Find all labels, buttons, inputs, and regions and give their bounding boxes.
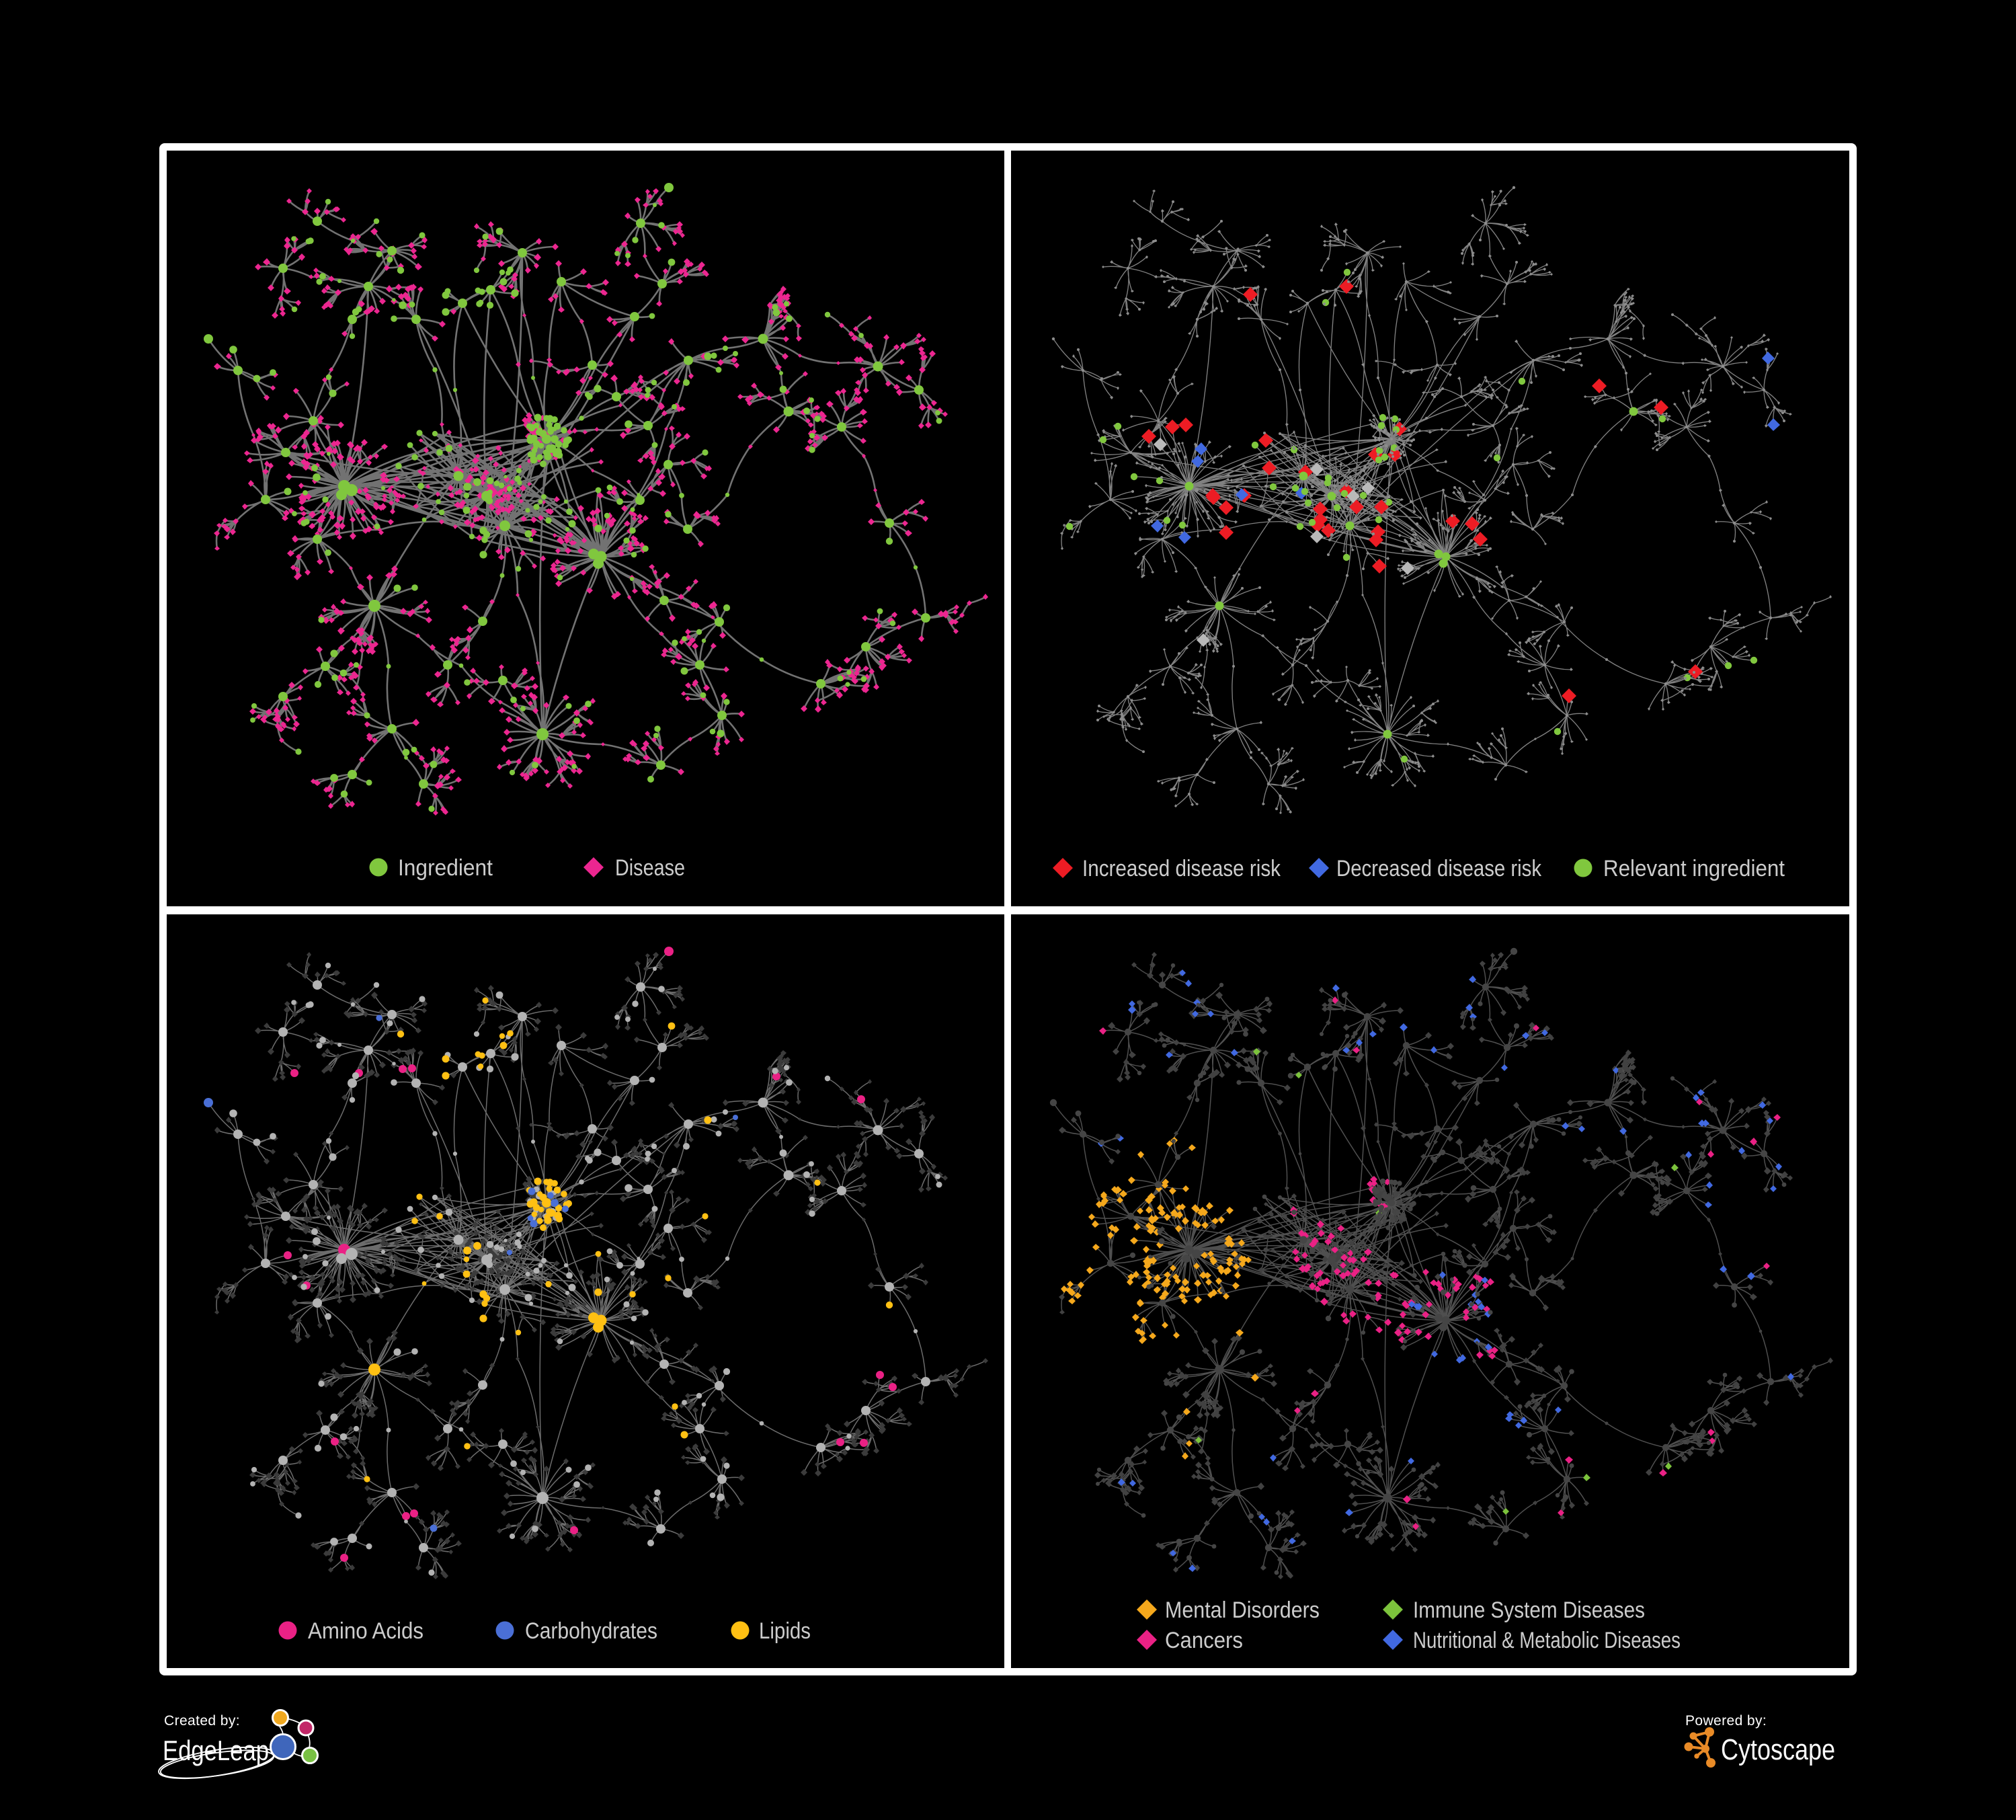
svg-text:Cancers: Cancers bbox=[1165, 1628, 1243, 1653]
svg-text:Powered by:: Powered by: bbox=[1685, 1713, 1767, 1729]
svg-text:Immune System Diseases: Immune System Diseases bbox=[1413, 1597, 1645, 1623]
svg-text:Carbohydrates: Carbohydrates bbox=[525, 1618, 657, 1644]
svg-text:Decreased disease risk: Decreased disease risk bbox=[1336, 856, 1542, 881]
svg-text:Increased disease risk: Increased disease risk bbox=[1082, 856, 1281, 881]
svg-text:Nutritional & Metabolic Diseas: Nutritional & Metabolic Diseases bbox=[1413, 1628, 1681, 1653]
svg-text:Amino Acids: Amino Acids bbox=[308, 1618, 424, 1644]
svg-text:Disease: Disease bbox=[615, 855, 685, 881]
svg-text:Relevant ingredient: Relevant ingredient bbox=[1603, 856, 1785, 881]
svg-text:Cytoscape: Cytoscape bbox=[1721, 1733, 1835, 1766]
svg-text:Ingredient: Ingredient bbox=[398, 855, 493, 881]
svg-text:Mental Disorders: Mental Disorders bbox=[1165, 1597, 1320, 1623]
svg-text:EdgeLeap: EdgeLeap bbox=[163, 1735, 269, 1766]
svg-text:Created by:: Created by: bbox=[164, 1713, 240, 1729]
svg-text:Lipids: Lipids bbox=[759, 1618, 811, 1644]
